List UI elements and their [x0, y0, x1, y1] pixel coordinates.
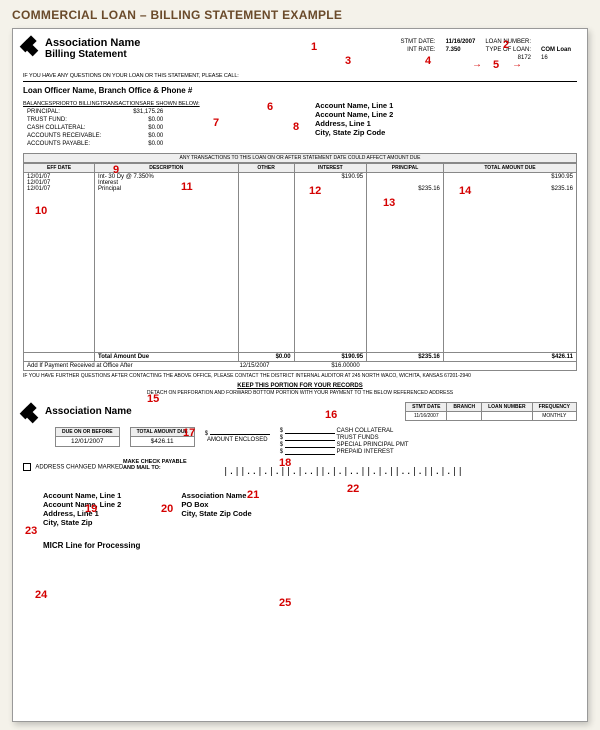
- code-2: 16: [537, 55, 575, 61]
- table-header: OTHER: [238, 164, 294, 173]
- balance-amount: $0.00: [105, 125, 165, 131]
- account-block: Account Name, Line 1 Account Name, Line …: [285, 101, 577, 149]
- extra-payment-line: $ CASH COLLATERAL: [280, 427, 409, 434]
- code-1: 8172: [481, 55, 535, 61]
- remit-association: Association Name: [45, 406, 132, 417]
- balance-label: ACCOUNTS PAYABLE:: [25, 141, 103, 147]
- checkbox-icon[interactable]: [23, 463, 31, 471]
- further-questions: IF YOU HAVE FURTHER QUESTIONS AFTER CONT…: [23, 373, 577, 379]
- balance-label: CASH COLLATERAL:: [25, 125, 103, 131]
- bottom-account: Account Name, Line 1 Account Name, Line …: [43, 491, 121, 527]
- loan-type-label: TYPE OF LOAN:: [481, 47, 535, 53]
- table-header: EFF DATE: [24, 164, 95, 173]
- balance-amount: $0.00: [105, 141, 165, 147]
- int-rate: 7.350: [442, 47, 480, 53]
- amount-enclosed: $ AMOUNT ENCLOSED: [205, 427, 270, 443]
- statement-header: Association Name Billing Statement STMT …: [23, 37, 577, 63]
- table-cell: $190.95: [294, 173, 367, 353]
- statement-sheet: Association Name Billing Statement STMT …: [12, 28, 588, 722]
- page-title: COMMERCIAL LOAN – BILLING STATEMENT EXAM…: [0, 0, 600, 28]
- remittance-section: Association Name STMT DATEBRANCHLOAN NUM…: [23, 402, 577, 550]
- table-cell: $235.16: [367, 173, 444, 353]
- keep-portion: KEEP THIS PORTION FOR YOUR RECORDS: [23, 383, 577, 389]
- remit-value: [482, 412, 533, 421]
- balance-label: ACCOUNTS RECEIVABLE:: [25, 133, 103, 139]
- logo-icon: [23, 404, 39, 420]
- extra-payment-line: $ PREPAID INTEREST: [280, 448, 409, 455]
- annotation-24: 24: [35, 589, 47, 601]
- postal-barcode: |.||..|.|.||.|..||.|.|..||.|.||..|.||.|.…: [223, 467, 577, 477]
- balance-label: TRUST FUND:: [25, 117, 103, 123]
- stmt-date: 11/16/2007: [442, 39, 480, 45]
- remit-header: FREQUENCY: [532, 403, 576, 412]
- remit-meta-table: STMT DATEBRANCHLOAN NUMBERFREQUENCY 11/16…: [405, 402, 577, 421]
- remit-value: MONTHLY: [532, 412, 576, 421]
- balance-label: PRINCIPAL:: [25, 109, 103, 115]
- micr-line: MICR Line for Processing: [43, 541, 577, 550]
- detach-note: DETACH ON PERFORATION AND FORWARD BOTTOM…: [23, 390, 577, 396]
- association-name: Association Name: [45, 37, 140, 49]
- loan-officer: Loan Officer Name, Branch Office & Phone…: [23, 86, 577, 95]
- logo-icon: [23, 37, 39, 53]
- annotation-25: 25: [279, 597, 291, 609]
- balance-amount: $0.00: [105, 117, 165, 123]
- total-due-box: TOTAL AMOUNT DUE $426.11: [130, 427, 195, 447]
- balance-amount: $0.00: [105, 133, 165, 139]
- questions-note: IF YOU HAVE ANY QUESTIONS ON YOUR LOAN O…: [23, 73, 577, 79]
- loan-number-label: LOAN NUMBER:: [481, 39, 535, 45]
- transaction-warning: ANY TRANSACTIONS TO THIS LOAN ON OR AFTE…: [23, 153, 577, 163]
- balances: BALANCESPRIORTO BILLINGTRANSACTIONSARE S…: [23, 101, 285, 149]
- bottom-association: Association Name PO Box City, State Zip …: [181, 491, 251, 527]
- remit-header: LOAN NUMBER: [482, 403, 533, 412]
- table-cell: Int- 30 Dy @ 7.350%InterestPrincipal: [95, 173, 239, 353]
- extra-payments: $ CASH COLLATERAL$ TRUST FUNDS$ SPECIAL …: [280, 427, 409, 455]
- loan-type: COM Loan: [537, 47, 575, 53]
- table-cell: 12/01/0712/01/0712/01/07: [24, 173, 95, 353]
- table-header: PRINCIPAL: [367, 164, 444, 173]
- remit-header: STMT DATE: [406, 403, 447, 412]
- remit-header: BRANCH: [447, 403, 482, 412]
- table-header: DESCRIPTION: [95, 164, 239, 173]
- balance-amount: $31,175.26: [105, 109, 165, 115]
- table-cell: [238, 173, 294, 353]
- billing-statement-label: Billing Statement: [45, 49, 140, 60]
- due-before-box: DUE ON OR BEFORE 12/01/2007: [55, 427, 120, 447]
- stmt-date-label: STMT DATE:: [396, 39, 439, 45]
- int-rate-label: INT RATE:: [396, 47, 439, 53]
- header-meta: STMT DATE: 11/16/2007 LOAN NUMBER: INT R…: [394, 37, 577, 63]
- extra-payment-line: $ SPECIAL PRINCIPAL PMT: [280, 441, 409, 448]
- table-header: INTEREST: [294, 164, 367, 173]
- transaction-table: EFF DATEDESCRIPTIONOTHERINTERESTPRINCIPA…: [23, 163, 577, 362]
- remit-value: [447, 412, 482, 421]
- extra-payment-line: $ TRUST FUNDS: [280, 434, 409, 441]
- table-cell: $190.95 $235.16: [443, 173, 576, 353]
- add-payment-row: Add If Payment Received at Office After …: [23, 362, 577, 371]
- remit-value: 11/16/2007: [406, 412, 447, 421]
- table-header: TOTAL AMOUNT DUE: [443, 164, 576, 173]
- total-label: Total Amount Due: [95, 353, 239, 362]
